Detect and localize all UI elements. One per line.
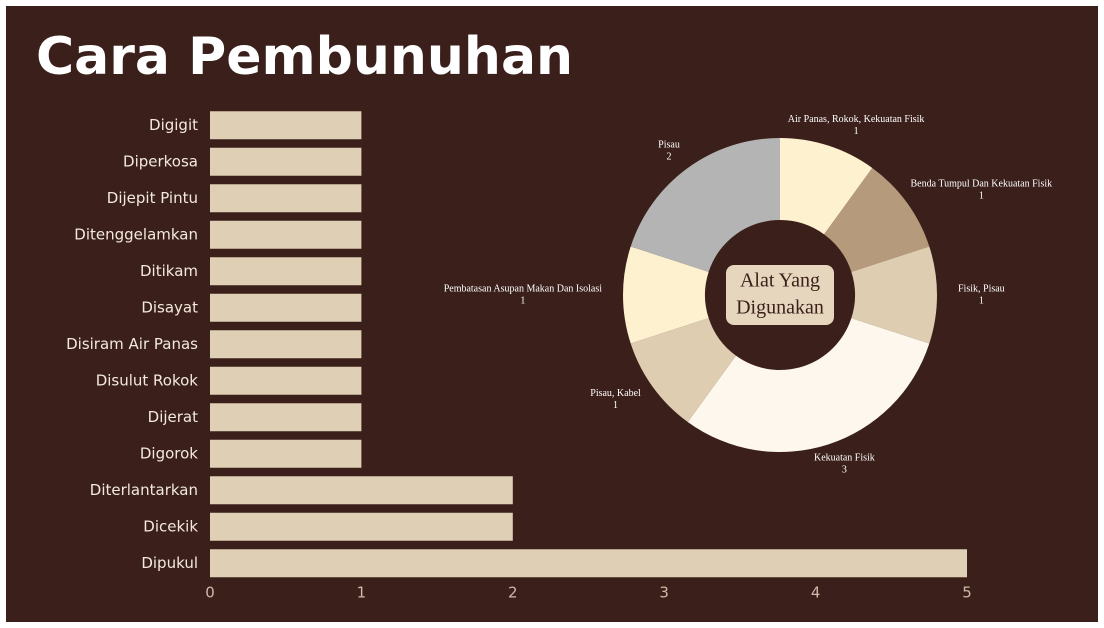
donut-slice — [623, 246, 709, 344]
y-tick-label: Digorok — [140, 444, 198, 462]
x-tick-label: 0 — [205, 584, 215, 602]
bar — [210, 293, 362, 322]
slice-value: 1 — [979, 191, 984, 202]
slice-value: 1 — [520, 295, 525, 306]
donut-slice — [780, 138, 873, 235]
y-tick-label: Digigit — [149, 116, 198, 134]
bar — [210, 184, 362, 213]
bar — [210, 403, 362, 432]
bar — [210, 366, 362, 395]
x-tick-label: 1 — [357, 584, 367, 602]
page-title: Cara Pembunuhan — [36, 27, 573, 87]
x-tick-label: 4 — [811, 584, 821, 602]
center-label: Digunakan — [736, 297, 824, 319]
slice-label: Pisau — [658, 139, 680, 150]
x-tick-label: 2 — [508, 584, 518, 602]
bar — [210, 330, 362, 359]
x-tick-label: 5 — [962, 584, 972, 602]
donut-slice — [630, 138, 780, 272]
y-tick-label: Dipukul — [141, 554, 198, 572]
slice-label: Air Panas, Rokok, Kekuatan Fisik — [788, 114, 925, 125]
bar — [210, 439, 362, 468]
y-tick-label: Diterlantarkan — [90, 481, 198, 499]
center-label-box — [726, 265, 834, 325]
slice-label: Benda Tumpul Dan Kekuatan Fisik — [910, 179, 1052, 190]
center-label: Alat Yang — [740, 270, 820, 292]
slice-value: 3 — [842, 465, 847, 476]
donut-slice — [851, 246, 937, 344]
x-tick-label: 3 — [659, 584, 669, 602]
bar — [210, 512, 513, 541]
y-tick-label: Dijerat — [148, 408, 198, 426]
slice-value: 1 — [854, 126, 859, 137]
y-tick-label: Disayat — [141, 298, 198, 316]
slice-label: Fisik, Pisau — [958, 283, 1005, 294]
slice-value: 1 — [979, 295, 984, 306]
y-tick-label: Ditikam — [140, 262, 198, 280]
y-tick-label: Dijepit Pintu — [107, 189, 198, 207]
bar — [210, 549, 967, 578]
bar — [210, 111, 362, 140]
slice-value: 2 — [667, 151, 672, 162]
bar — [210, 147, 362, 176]
y-tick-label: Disulut Rokok — [96, 371, 199, 389]
y-tick-label: Disiram Air Panas — [66, 335, 198, 353]
donut-slice — [824, 167, 930, 272]
bar — [210, 257, 362, 286]
bar — [210, 476, 513, 505]
slice-label: Pisau, Kabel — [590, 388, 641, 399]
donut-slice — [630, 318, 736, 423]
y-tick-label: Ditenggelamkan — [74, 225, 198, 243]
bar — [210, 220, 362, 249]
donut-slice — [687, 318, 930, 452]
y-tick-label: Diperkosa — [123, 152, 198, 170]
slice-value: 1 — [613, 400, 618, 411]
y-tick-label: Dicekik — [143, 517, 198, 535]
slice-label: Pembatasan Asupan Makan Dan Isolasi — [444, 283, 603, 294]
slice-label: Kekuatan Fisik — [814, 453, 875, 464]
